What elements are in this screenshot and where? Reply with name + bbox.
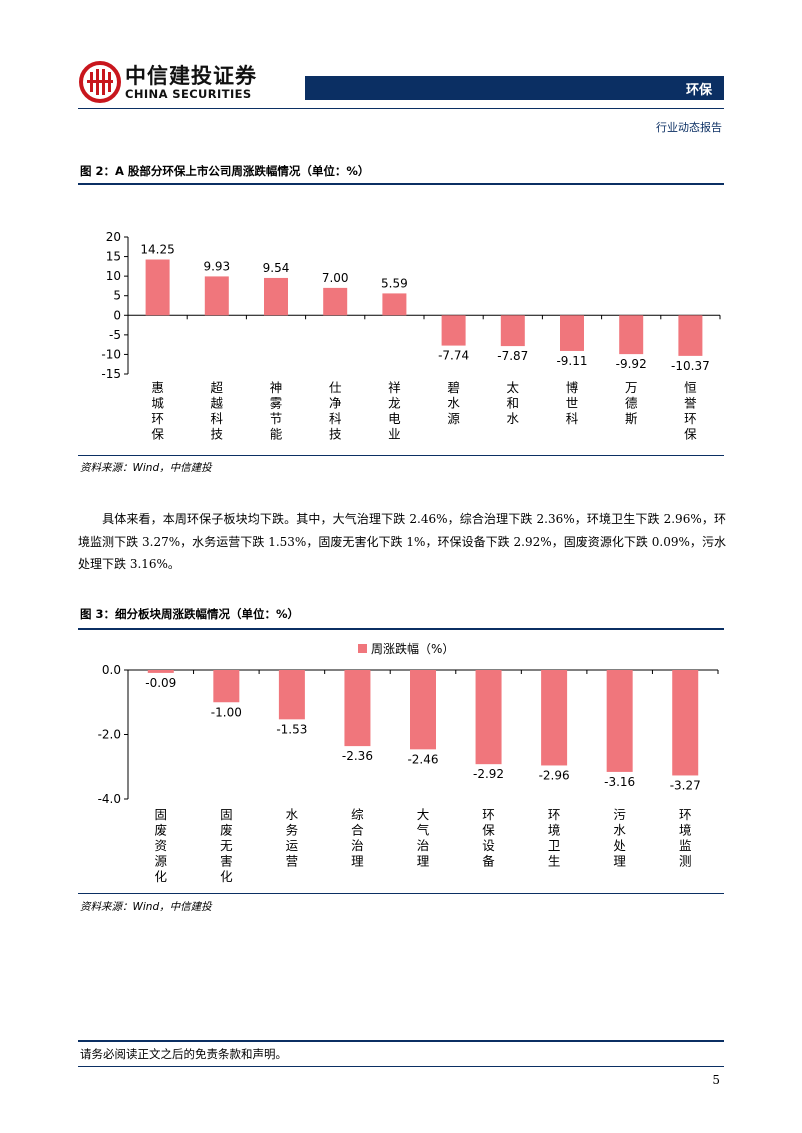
data-label: -9.92 — [616, 357, 647, 371]
y-tick-label: 5 — [113, 289, 121, 303]
report-type: 行业动态报告 — [656, 121, 722, 134]
figure3-chart: 0.0 -2.0 -4.0 -0.09 固废资源化 -1.00 固废无害化 -1.53 水务运营… — [98, 641, 719, 884]
category-label: 神雾节能 — [270, 380, 283, 442]
data-label: -0.09 — [145, 676, 176, 690]
analysis-text: 具体来看，本周环保子板块均下跌。其中，大气治理下跌 2.46%，综合治理下跌 2… — [78, 512, 726, 571]
bar — [382, 293, 407, 316]
category-label: 仕净科技 — [329, 380, 342, 442]
bar — [500, 315, 525, 347]
figure3-bottom-rule — [78, 893, 724, 894]
legend-label: 周涨跌幅（%） — [371, 641, 454, 656]
category-label: 太和水 — [507, 380, 520, 426]
y-tick-label: -15 — [101, 367, 121, 381]
bar — [541, 670, 568, 766]
category-label: 固废无害化 — [220, 807, 233, 884]
data-label: 9.54 — [263, 261, 290, 275]
category-label: 万德斯 — [625, 380, 638, 426]
category-label: 环境监测 — [679, 807, 692, 869]
category-label: 污水处理 — [613, 807, 626, 869]
sector-label: 环保 — [685, 83, 712, 98]
data-label: -2.92 — [473, 767, 504, 781]
category-label: 碧水源 — [447, 380, 460, 426]
company-name-en: CHINA SECURITIES — [125, 87, 252, 101]
bar — [475, 670, 502, 765]
y-tick-label: -2.0 — [98, 728, 121, 742]
bar — [606, 670, 633, 772]
bar — [441, 315, 466, 346]
category-label: 惠城环保 — [151, 380, 164, 442]
category-label: 环境卫生 — [548, 807, 561, 869]
bar — [410, 670, 436, 750]
category-label: 综合治理 — [351, 807, 364, 869]
bar — [204, 276, 229, 316]
data-label: -2.36 — [342, 749, 373, 763]
data-label: -10.37 — [671, 359, 710, 373]
y-tick-label: 15 — [106, 250, 121, 264]
sector-banner: 环保 — [305, 76, 724, 100]
data-label: 14.25 — [140, 243, 174, 257]
citic-logo-icon — [79, 61, 121, 103]
data-label: -1.53 — [276, 722, 307, 736]
y-tick-label: 0.0 — [102, 663, 121, 677]
bar — [678, 315, 703, 356]
y-tick-label: 0 — [113, 308, 121, 322]
category-label: 博世科 — [566, 380, 579, 426]
bar — [619, 315, 644, 355]
bar — [560, 315, 584, 351]
y-tick-label: 20 — [106, 230, 121, 244]
data-label: -3.16 — [604, 775, 635, 789]
data-label: 5.59 — [381, 276, 408, 290]
company-name-cn: 中信建投证券 — [125, 64, 257, 88]
data-label: -7.74 — [438, 349, 469, 363]
bar — [213, 670, 240, 703]
analysis-paragraph: 具体来看，本周环保子板块均下跌。其中，大气治理下跌 2.46%，综合治理下跌 2… — [78, 508, 726, 576]
bar — [672, 670, 699, 776]
data-label: 7.00 — [322, 271, 349, 285]
data-label: -3.27 — [670, 778, 701, 792]
figure2-title: 图 2：A 股部分环保上市公司周涨跌幅情况（单位：%） — [80, 164, 370, 178]
category-label: 水务运营 — [286, 807, 299, 869]
footer-bottom-rule — [78, 1066, 724, 1067]
disclaimer-note: 请务必阅读正文之后的免责条款和声明。 — [80, 1047, 287, 1061]
header-divider — [78, 108, 724, 109]
bar — [145, 259, 170, 316]
y-tick-label: -5 — [109, 328, 121, 342]
category-label: 固废资源化 — [155, 807, 168, 884]
data-label: 9.93 — [203, 259, 230, 273]
bar — [264, 277, 288, 316]
figure2-bottom-rule — [78, 455, 724, 456]
footer-top-rule — [78, 1040, 724, 1042]
data-label: -1.00 — [211, 705, 242, 719]
figure3-source: 资料来源：Wind，中信建投 — [80, 901, 212, 913]
data-label: -7.87 — [497, 349, 528, 363]
data-label: -9.11 — [556, 354, 587, 368]
figure2-top-rule — [78, 183, 724, 185]
bar — [344, 670, 371, 747]
bar — [323, 287, 348, 316]
figure2-chart: 20 15 10 5 0 -5 -10 -15 14.25 惠城环保 9.93 超越科技 9.54 神雾节… — [101, 230, 721, 442]
y-tick-label: 10 — [106, 269, 121, 283]
category-label: 大气治理 — [417, 807, 430, 869]
figure2-source: 资料来源：Wind，中信建投 — [80, 462, 212, 474]
data-label: -2.46 — [407, 752, 438, 766]
company-logo: 中信建投证券 CHINA SECURITIES — [78, 60, 256, 104]
y-tick-label: -4.0 — [98, 792, 121, 806]
data-label: -2.96 — [539, 768, 570, 782]
category-label: 环保设备 — [482, 807, 495, 869]
figure3-title: 图 3：细分板块周涨跌幅情况（单位：%） — [80, 607, 300, 621]
category-label: 祥龙电业 — [388, 380, 401, 442]
y-tick-label: -10 — [101, 347, 121, 361]
page-number: 5 — [712, 1073, 720, 1087]
legend-swatch — [358, 644, 367, 653]
bar — [278, 670, 305, 720]
category-label: 恒誉环保 — [684, 380, 697, 442]
category-label: 超越科技 — [211, 380, 224, 442]
bar — [147, 670, 174, 673]
figure3-top-rule — [78, 628, 724, 630]
